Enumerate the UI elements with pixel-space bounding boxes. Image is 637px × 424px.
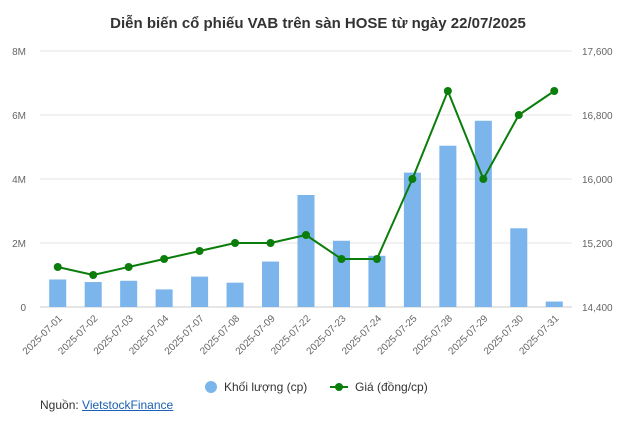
volume-bar: [262, 261, 280, 307]
price-point: [550, 87, 559, 95]
volume-bar: [403, 172, 421, 307]
right-axis-tick-label: 16,000: [582, 175, 613, 186]
volume-bar: [332, 240, 350, 307]
right-axis-ticks: 14,400 15,200 16,000 16,800 17,600: [582, 47, 613, 314]
volume-bar: [191, 276, 209, 307]
price-point: [337, 255, 346, 263]
volume-bar: [155, 289, 173, 307]
price-point: [266, 239, 275, 247]
price-point: [53, 263, 62, 271]
left-axis-tick-label: 6M: [12, 111, 26, 122]
price-point: [160, 255, 169, 263]
price-point: [302, 231, 310, 239]
price-point: [231, 239, 240, 247]
volume-bar: [120, 280, 138, 307]
left-axis-tick-label: 8M: [12, 47, 26, 58]
price-point: [408, 175, 417, 183]
left-axis-tick-label: 0: [20, 303, 26, 314]
volume-bar: [226, 282, 244, 307]
left-axis-ticks: 0 2M 4M 6M 8M: [12, 47, 26, 314]
legend-volume-label: Khối lượng (cp): [224, 380, 307, 394]
legend-price-marker: [335, 383, 343, 391]
volume-bar: [368, 255, 386, 307]
volume-bar: [474, 120, 492, 307]
left-axis-tick-label: 4M: [12, 175, 26, 186]
left-axis-tick-label: 2M: [12, 239, 26, 250]
volume-bar: [439, 145, 457, 307]
chart-title: Diễn biến cổ phiếu VAB trên sàn HOSE từ …: [110, 15, 526, 32]
volume-bar: [545, 301, 563, 307]
source-note: Nguồn: VietstockFinance: [40, 398, 173, 412]
right-axis-tick-label: 16,800: [582, 111, 613, 122]
volume-bar: [510, 228, 528, 307]
price-point: [195, 247, 204, 255]
right-axis-tick-label: 17,600: [582, 47, 613, 58]
source-label: Nguồn:: [40, 398, 79, 412]
price-point: [443, 87, 452, 95]
legend-volume-marker: [205, 381, 217, 393]
volume-bars: [49, 120, 563, 307]
source-link[interactable]: VietstockFinance: [82, 398, 174, 412]
price-point: [479, 175, 488, 183]
legend: Khối lượng (cp) Giá (đồng/cp): [205, 380, 428, 394]
right-axis-tick-label: 14,400: [582, 303, 613, 314]
right-axis-tick-label: 15,200: [582, 239, 613, 250]
volume-bar: [49, 279, 67, 307]
x-axis-ticks: 2025-07-012025-07-022025-07-032025-07-04…: [21, 313, 562, 357]
price-line: [53, 87, 559, 279]
price-point: [372, 255, 381, 263]
price-point: [89, 271, 98, 279]
volume-bar: [297, 195, 315, 307]
legend-price-label: Giá (đồng/cp): [355, 380, 428, 394]
price-point: [124, 263, 133, 271]
price-point: [514, 111, 523, 119]
volume-bar: [84, 282, 102, 307]
